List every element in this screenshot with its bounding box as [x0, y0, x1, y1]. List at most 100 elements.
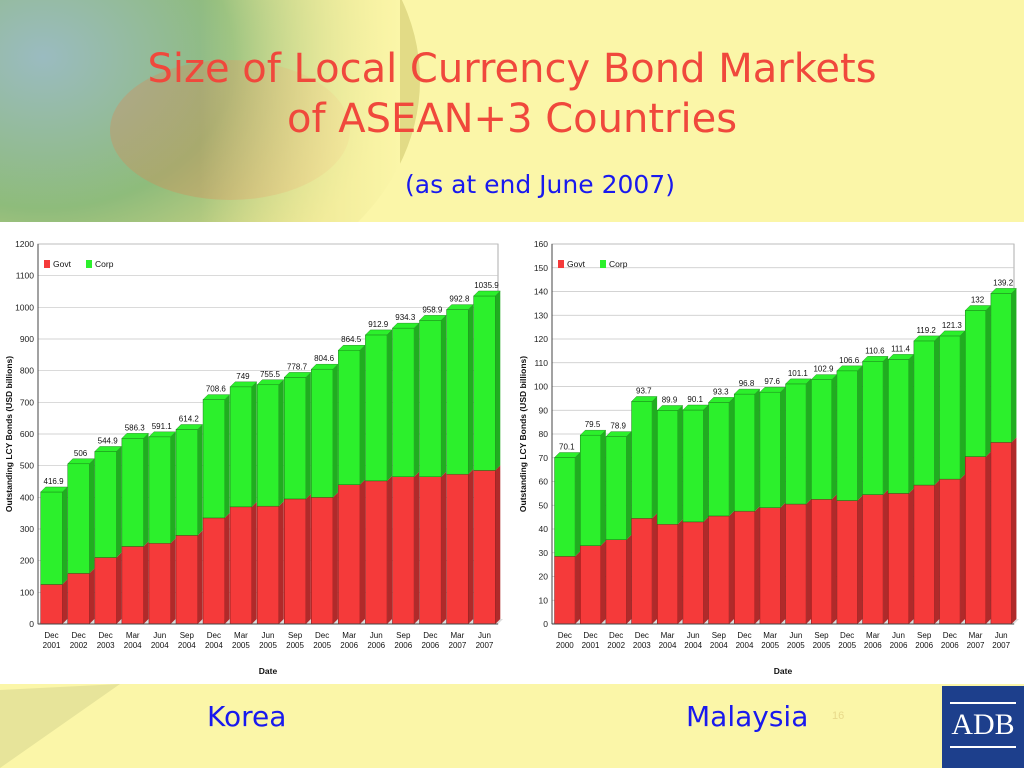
bar-govt-side: [754, 506, 760, 624]
bar-govt-side: [600, 540, 606, 624]
y-tick-label: 120: [534, 334, 548, 344]
bar-corp-side: [332, 364, 338, 498]
malaysia-label: Malaysia: [686, 700, 809, 733]
y-tick-label: 40: [539, 524, 549, 534]
bar-corp-side: [960, 330, 966, 480]
bar-corp: [862, 361, 884, 495]
total-label: 912.9: [368, 320, 389, 329]
bar-corp: [836, 370, 858, 501]
bar-corp: [392, 327, 415, 477]
title-line-1: Size of Local Currency Bond Markets: [147, 46, 877, 92]
x-tick-label: Sep 2006: [915, 631, 933, 650]
bar-corp-side: [600, 430, 606, 546]
bar-top: [40, 486, 68, 493]
legend-label-corp: Corp: [95, 259, 114, 269]
bar-corp-side: [224, 394, 230, 518]
slide-subtitle: (as at end June 2007): [405, 170, 675, 199]
bar-corp-side: [495, 290, 501, 471]
bar-top: [862, 356, 889, 362]
total-label: 139.2: [993, 278, 1014, 287]
y-tick-label: 110: [534, 358, 548, 368]
x-tick-label: Jun 2007: [992, 631, 1010, 650]
x-tick-label: Dec 2005: [313, 631, 331, 650]
bar-corp: [810, 379, 833, 500]
bar-govt: [256, 505, 280, 625]
bar-corp: [67, 463, 90, 574]
y-tick-label: 60: [539, 477, 549, 487]
y-axis-label: Outstanding LCY Bonds (USD billions): [518, 356, 528, 512]
bar-top: [364, 329, 393, 336]
bar-govt: [473, 470, 496, 625]
x-tick-label: Sep 2005: [286, 631, 304, 650]
x-tick-label: Dec 2001: [582, 631, 600, 650]
bar-top: [446, 304, 474, 310]
total-label: 90.1: [687, 395, 703, 404]
bar-govt-side: [883, 489, 889, 624]
bar-govt: [365, 480, 388, 625]
title-line-2: of ASEAN+3 Countries: [286, 96, 738, 142]
bar-corp-side: [441, 315, 447, 477]
bar-govt: [862, 494, 884, 625]
legend-swatch-corp: [600, 260, 606, 268]
total-label: 708.6: [206, 385, 227, 394]
bar-corp: [913, 340, 935, 486]
bar-govt: [656, 524, 679, 625]
x-tick-label: Sep 2005: [813, 631, 831, 650]
logo-text: ADB: [951, 708, 1015, 741]
bar-govt-side: [251, 501, 257, 624]
bar-top: [733, 388, 761, 395]
bar-govt-side: [985, 451, 991, 624]
total-label: 778.7: [287, 362, 308, 371]
x-tick-label: Dec 2002: [607, 631, 625, 650]
bar-top: [990, 288, 1017, 294]
y-tick-label: 900: [20, 334, 34, 344]
bar-corp-side: [626, 431, 632, 540]
bar-corp: [964, 310, 987, 457]
bar-corp: [473, 295, 496, 471]
total-label: 934.3: [395, 313, 416, 322]
bar-govt: [708, 515, 730, 625]
bar-corp-side: [575, 452, 581, 557]
total-label: 755.5: [260, 370, 281, 379]
y-tick-label: 140: [534, 287, 548, 297]
bar-corp: [785, 383, 807, 505]
x-tick-label: Dec 2003: [97, 631, 115, 650]
legend-swatch-corp: [86, 260, 92, 268]
x-tick-label: Dec 2006: [421, 631, 439, 650]
bar-corp: [446, 309, 469, 475]
bar-top: [419, 315, 447, 321]
bar-corp-side: [908, 354, 914, 494]
y-tick-label: 700: [20, 397, 34, 407]
y-tick-label: 100: [534, 382, 548, 392]
bar-corp: [939, 335, 961, 480]
y-tick-label: 0: [29, 619, 34, 629]
total-label: 591.1: [152, 422, 173, 431]
x-tick-label: Jun 2005: [787, 631, 805, 650]
bar-corp-side: [414, 323, 420, 477]
bar-top: [631, 396, 658, 402]
bar-corp: [656, 410, 679, 525]
bar-govt: [392, 476, 415, 625]
bar-corp-side: [116, 446, 122, 558]
bar-corp: [631, 401, 653, 519]
x-tick-label: Dec 2004: [736, 631, 754, 650]
korea-bond-chart: 0 100 200 300 400 500 600 700 800 900 1000 1100 1200…: [4, 239, 503, 676]
x-tick-label: Mar 2004: [659, 631, 677, 650]
y-tick-label: 1200: [15, 239, 34, 249]
total-label: 132: [971, 296, 985, 305]
bar-govt-side: [143, 541, 149, 624]
bar-corp-side: [985, 305, 991, 457]
total-label: 96.8: [739, 379, 755, 388]
total-label: 70.1: [559, 443, 575, 452]
bar-corp: [175, 429, 198, 536]
x-tick-label: Dec 2000: [556, 631, 574, 650]
bar-corp: [202, 399, 225, 519]
bar-corp: [990, 293, 1012, 443]
bar-govt-side: [305, 493, 311, 624]
bar-govt: [229, 506, 253, 625]
bar-corp: [759, 391, 781, 508]
bar-govt-side: [960, 474, 966, 624]
bar-top: [656, 405, 684, 411]
total-label: 614.2: [179, 415, 200, 424]
bar-govt-side: [806, 499, 812, 624]
